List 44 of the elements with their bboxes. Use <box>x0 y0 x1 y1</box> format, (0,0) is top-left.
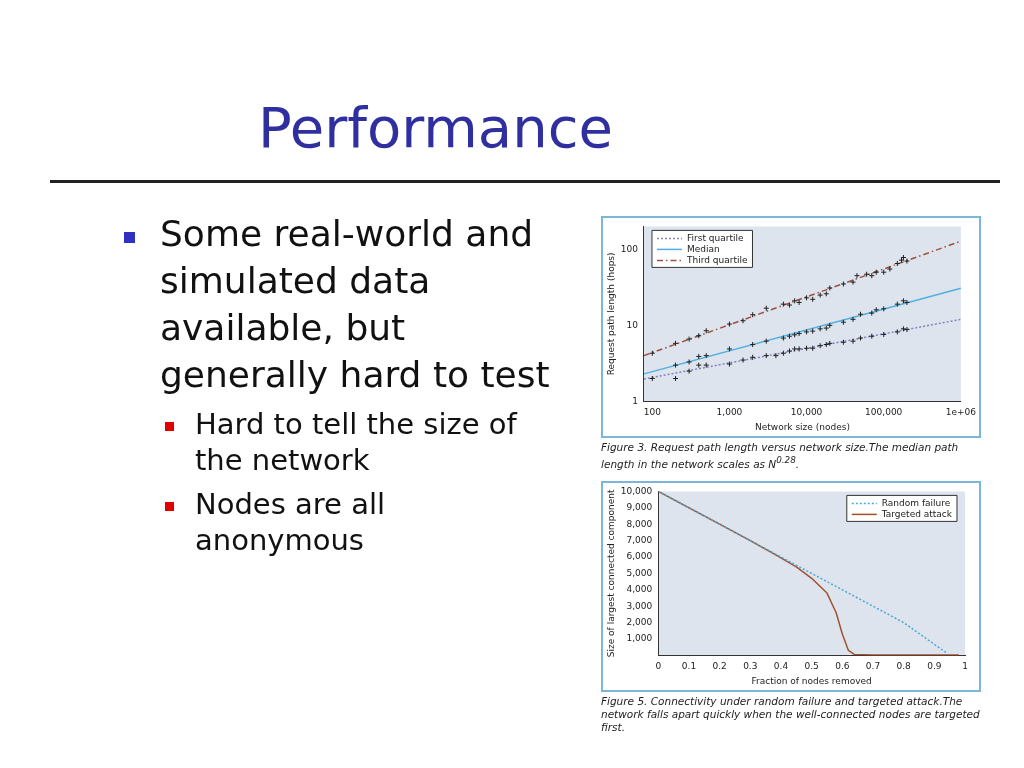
y-tick-label: 8,000 <box>626 518 653 529</box>
legend-label: Targeted attack <box>880 508 953 519</box>
y-tick-label: 1,000 <box>626 633 653 644</box>
text: Nodes are all anonymous <box>195 487 386 557</box>
legend-label: Random failure <box>881 497 951 508</box>
x-tick-label: 0.1 <box>681 661 697 672</box>
x-axis-title: Fraction of nodes removed <box>751 675 872 686</box>
legend-label: First quartile <box>686 232 744 243</box>
y-tick-label: 6,000 <box>626 551 653 562</box>
y-tick-label: 9,000 <box>626 502 653 513</box>
x-tick-label: 0 <box>655 661 662 672</box>
x-tick-label: 0.7 <box>865 661 881 672</box>
y-tick-label: 3,000 <box>626 600 653 611</box>
x-tick-label: 0.2 <box>712 661 727 672</box>
y-tick-label: 5,000 <box>626 567 653 578</box>
legend-label: Third quartile <box>685 254 748 265</box>
y-tick-label: 1 <box>632 395 638 406</box>
x-tick-label: 0.9 <box>927 661 942 672</box>
x-tick-label: 0.3 <box>743 661 758 672</box>
y-tick-label: 4,000 <box>626 584 653 595</box>
y-axis-title: Size of largest connected component <box>605 489 616 658</box>
x-tick-label: 10,000 <box>790 407 823 418</box>
caption: Figure 3. Request path length versus network size.The median path length in the network scales as N$^{0.28}$. <box>601 441 960 471</box>
x-tick-label: 0.4 <box>773 661 789 672</box>
y-tick-label: 10 <box>626 319 639 330</box>
x-tick-label: 100,000 <box>865 407 903 418</box>
x-axis-title: Network size (nodes) <box>754 421 850 432</box>
x-tick-label: 0.5 <box>804 661 819 672</box>
y-tick-label: 7,000 <box>626 534 653 545</box>
y-tick-label: 100 <box>620 243 639 254</box>
y-tick-label: 10,000 <box>620 485 653 496</box>
y-tick-label: 2,000 <box>626 616 653 627</box>
x-tick-label: 1e+06 <box>945 407 977 418</box>
text: Hard to tell the size of the network <box>195 407 517 477</box>
x-tick-label: 0.8 <box>896 661 912 672</box>
legend-label: Median <box>686 243 720 254</box>
x-tick-label: 1 <box>962 661 968 672</box>
y-axis-title: Request path length (hops) <box>605 252 616 376</box>
text: Performance <box>258 95 613 160</box>
x-tick-label: 0.6 <box>835 661 850 672</box>
x-tick-label: 1,000 <box>716 407 743 418</box>
x-tick-label: 100 <box>643 407 662 418</box>
caption: Figure 5. Connectivity under random failure and targeted attack.The network falls apart quickly when the well-connected nodes are targeted first. <box>601 695 981 734</box>
text: Some real-world and simulated data available, but generally hard to test <box>160 213 550 395</box>
